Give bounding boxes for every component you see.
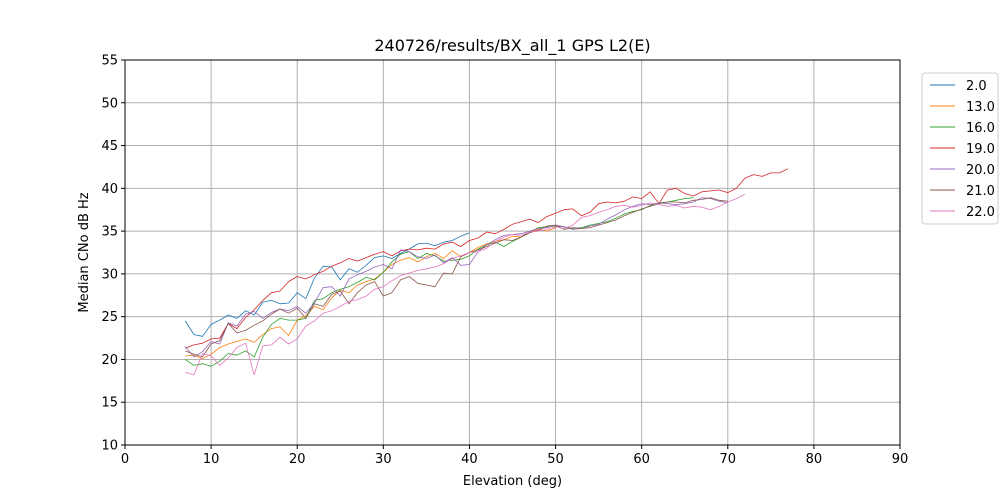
- x-axis-label: Elevation (deg): [463, 474, 562, 489]
- x-tick-label: 40: [461, 452, 478, 467]
- legend-label: 21.0: [966, 184, 995, 199]
- y-tick-label: 45: [101, 139, 118, 154]
- legend: 2.0 13.0 16.0 19.0 20.0 21.0 22.0: [921, 72, 999, 225]
- legend-label: 2.0: [966, 79, 987, 94]
- series-line-20.0: [184, 197, 728, 358]
- series-lines: [184, 168, 789, 376]
- x-tick-label: 70: [720, 452, 737, 467]
- y-tick-label: 20: [101, 353, 118, 368]
- x-tick-label: 90: [892, 452, 909, 467]
- legend-frame: [921, 72, 999, 225]
- chart-title: 240726/results/BX_all_1 GPS L2(E): [374, 36, 650, 56]
- y-tick-label: 50: [101, 96, 118, 111]
- y-tick-label: 55: [101, 54, 118, 69]
- y-tick-label: 40: [101, 182, 118, 197]
- series-line-19.0: [185, 168, 789, 349]
- legend-label: 22.0: [966, 205, 995, 220]
- x-tick-label: 0: [121, 452, 129, 467]
- y-tick-label: 10: [101, 439, 118, 454]
- x-tick-label: 60: [633, 452, 650, 467]
- series-line-13.0: [185, 227, 556, 360]
- x-tick-label: 30: [375, 452, 392, 467]
- series-line-22.0: [185, 193, 746, 376]
- x-tick-label: 20: [289, 452, 306, 467]
- x-tick-label: 10: [203, 452, 220, 467]
- legend-label: 20.0: [966, 163, 995, 178]
- series-line-21.0: [185, 197, 728, 358]
- y-tick-label: 30: [101, 267, 118, 282]
- y-tick-label: 35: [101, 225, 118, 240]
- legend-label: 13.0: [966, 100, 995, 115]
- y-axis-label: Median CNo dB Hz: [77, 192, 92, 312]
- x-tick-label: 80: [806, 452, 823, 467]
- y-tick-label: 15: [101, 396, 118, 411]
- y-tick-label: 25: [101, 310, 118, 325]
- legend-label: 19.0: [966, 142, 995, 157]
- x-tick-label: 50: [547, 452, 564, 467]
- legend-label: 16.0: [966, 121, 995, 136]
- plot-area-frame: [124, 59, 901, 446]
- series-line-2.0: [184, 232, 470, 337]
